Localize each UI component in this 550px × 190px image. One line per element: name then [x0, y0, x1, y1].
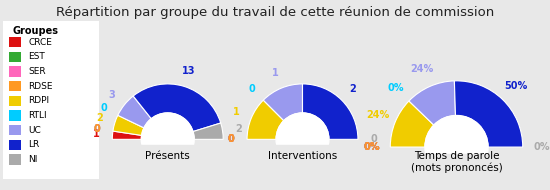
Wedge shape — [118, 96, 151, 128]
Text: Groupes: Groupes — [12, 26, 58, 36]
Text: 3: 3 — [109, 90, 116, 100]
Text: 2: 2 — [235, 124, 241, 134]
Text: NI: NI — [28, 155, 37, 164]
Bar — [9, 140, 20, 150]
Text: 0: 0 — [249, 84, 255, 94]
Text: Répartition par groupe du travail de cette réunion de commission: Répartition par groupe du travail de cet… — [56, 6, 494, 19]
Wedge shape — [133, 84, 221, 131]
Text: RDPI: RDPI — [28, 96, 50, 105]
Text: RDSE: RDSE — [28, 82, 53, 91]
Text: 0: 0 — [94, 124, 101, 134]
Text: 13: 13 — [182, 66, 195, 76]
Text: UC: UC — [28, 126, 41, 135]
Bar — [9, 81, 20, 91]
Bar — [9, 66, 20, 77]
Text: Interventions: Interventions — [268, 151, 337, 161]
Wedge shape — [193, 123, 223, 139]
Text: Présents: Présents — [145, 151, 190, 161]
Text: 0: 0 — [228, 134, 235, 144]
Text: SER: SER — [28, 67, 46, 76]
Wedge shape — [247, 100, 284, 139]
Wedge shape — [454, 81, 522, 147]
Wedge shape — [113, 115, 144, 135]
Bar — [9, 154, 20, 165]
Text: 0%: 0% — [363, 142, 379, 152]
Text: 0%: 0% — [363, 142, 379, 152]
Wedge shape — [390, 101, 434, 147]
Wedge shape — [263, 84, 302, 121]
Text: 24%: 24% — [410, 64, 433, 74]
Text: 50%: 50% — [504, 81, 527, 91]
Bar — [240, 145, 365, 172]
Text: 0: 0 — [228, 134, 235, 144]
Bar — [9, 96, 20, 106]
Text: 1: 1 — [272, 69, 279, 78]
Text: 2: 2 — [96, 113, 103, 123]
Text: 1: 1 — [233, 107, 240, 117]
Bar — [9, 125, 20, 135]
Bar — [382, 154, 531, 187]
Text: 0: 0 — [228, 134, 235, 144]
Text: 0%: 0% — [363, 142, 379, 152]
Text: 24%: 24% — [366, 110, 389, 120]
Circle shape — [141, 113, 194, 166]
Text: 0%: 0% — [363, 142, 379, 152]
Text: 0: 0 — [100, 103, 107, 113]
Text: LR: LR — [28, 140, 40, 149]
Text: 0: 0 — [94, 124, 101, 134]
Wedge shape — [409, 81, 455, 125]
Bar — [9, 52, 20, 62]
FancyBboxPatch shape — [1, 18, 101, 183]
Text: 0: 0 — [94, 124, 101, 134]
Text: 0: 0 — [370, 134, 377, 144]
Bar — [9, 37, 20, 47]
Bar — [9, 110, 20, 121]
Circle shape — [276, 113, 329, 166]
Text: CRCE: CRCE — [28, 38, 52, 47]
Text: RTLI: RTLI — [28, 111, 47, 120]
Wedge shape — [112, 131, 142, 139]
Circle shape — [425, 116, 488, 179]
Text: 0%: 0% — [534, 142, 550, 152]
Text: 2: 2 — [350, 84, 356, 94]
Wedge shape — [302, 84, 358, 139]
Text: 0%: 0% — [387, 83, 404, 93]
Text: 1: 1 — [94, 129, 100, 139]
Text: 0: 0 — [228, 134, 235, 144]
Text: EST: EST — [28, 52, 45, 61]
Text: Temps de parole
(mots prononcés): Temps de parole (mots prononcés) — [411, 151, 502, 173]
Bar — [106, 145, 230, 172]
